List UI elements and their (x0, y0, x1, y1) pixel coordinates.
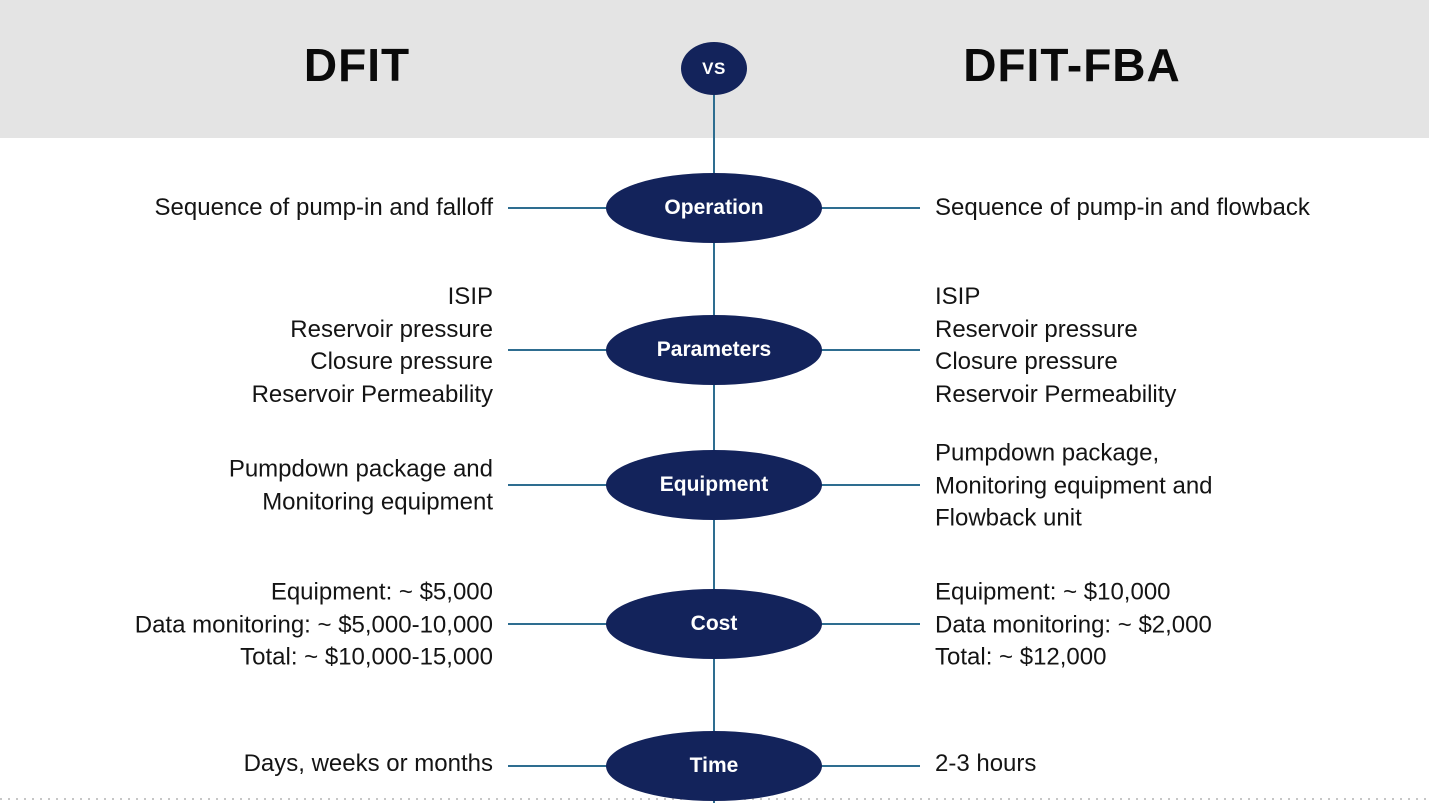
cost-dfitfba-line: Total: ~ $12,000 (935, 643, 1107, 671)
time-node: Time (606, 731, 822, 801)
center-spine-line (713, 94, 715, 803)
operation-dfitfba-text: Sequence of pump-in and flowback (935, 192, 1375, 225)
operation-dfit-line: Sequence of pump-in and falloff (154, 193, 493, 221)
parameters-dfitfba-line: ISIP (935, 283, 981, 310)
equipment-dfitfba-text: Pumpdown package, Monitoring equipment a… (935, 437, 1375, 535)
cost-dfit-line: Data monitoring: ~ $5,000-10,000 (134, 610, 493, 638)
parameters-dfitfba-line: Reservoir pressure (935, 315, 1138, 343)
cost-node: Cost (606, 589, 822, 659)
parameters-dfitfba-line: Closure pressure (935, 348, 1118, 375)
parameters-dfitfba-text: ISIP Reservoir pressure Closure pressure… (935, 281, 1375, 411)
time-dfit-text: Days, weeks or months (63, 748, 493, 781)
parameters-dfit-line: Reservoir Permeability (251, 380, 493, 408)
cost-dfit-line: Total: ~ $10,000-15,000 (240, 643, 493, 671)
cost-dfitfba-text: Equipment: ~ $10,000 Data monitoring: ~ … (935, 576, 1375, 674)
equipment-node: Equipment (606, 450, 822, 520)
cost-dfit-text: Equipment: ~ $5,000 Data monitoring: ~ $… (63, 576, 493, 674)
vs-badge-label: VS (702, 58, 726, 78)
right-column-title: DFIT-FBA (963, 39, 1181, 91)
vs-badge: VS (681, 42, 747, 95)
cost-dfit-line: Equipment: ~ $5,000 (270, 578, 493, 606)
equipment-node-label: Equipment (659, 473, 769, 496)
parameters-dfit-line: Closure pressure (310, 348, 493, 375)
parameters-dfit-text: ISIP Reservoir pressure Closure pressure… (63, 281, 493, 411)
equipment-dfitfba-line: Monitoring equipment and (935, 471, 1213, 499)
time-dfitfba-text: 2-3 hours (935, 748, 1375, 781)
operation-node: Operation (606, 173, 822, 243)
operation-dfitfba-line: Sequence of pump-in and flowback (935, 193, 1310, 221)
cost-dfitfba-line: Data monitoring: ~ $2,000 (935, 610, 1212, 638)
operation-dfit-text: Sequence of pump-in and falloff (63, 192, 493, 225)
equipment-dfitfba-line: Flowback unit (935, 504, 1082, 532)
equipment-dfit-text: Pumpdown package and Monitoring equipmen… (63, 454, 493, 519)
time-dfit-line: Days, weeks or months (243, 749, 493, 777)
equipment-dfit-line: Pumpdown package and (228, 455, 493, 483)
cost-dfitfba-line: Equipment: ~ $10,000 (935, 578, 1171, 606)
parameters-dfitfba-line: Reservoir Permeability (935, 380, 1177, 408)
parameters-dfit-line: ISIP (447, 283, 493, 310)
cost-node-label: Cost (690, 612, 738, 635)
time-node-label: Time (689, 754, 739, 777)
parameters-node: Parameters (606, 315, 822, 385)
operation-node-label: Operation (664, 196, 764, 219)
time-dfitfba-line: 2-3 hours (935, 749, 1037, 777)
equipment-dfit-line: Monitoring equipment (262, 488, 493, 515)
parameters-dfit-line: Reservoir pressure (290, 315, 493, 343)
equipment-dfitfba-line: Pumpdown package, (935, 439, 1160, 467)
parameters-node-label: Parameters (656, 338, 772, 361)
left-column-title: DFIT (303, 39, 411, 91)
